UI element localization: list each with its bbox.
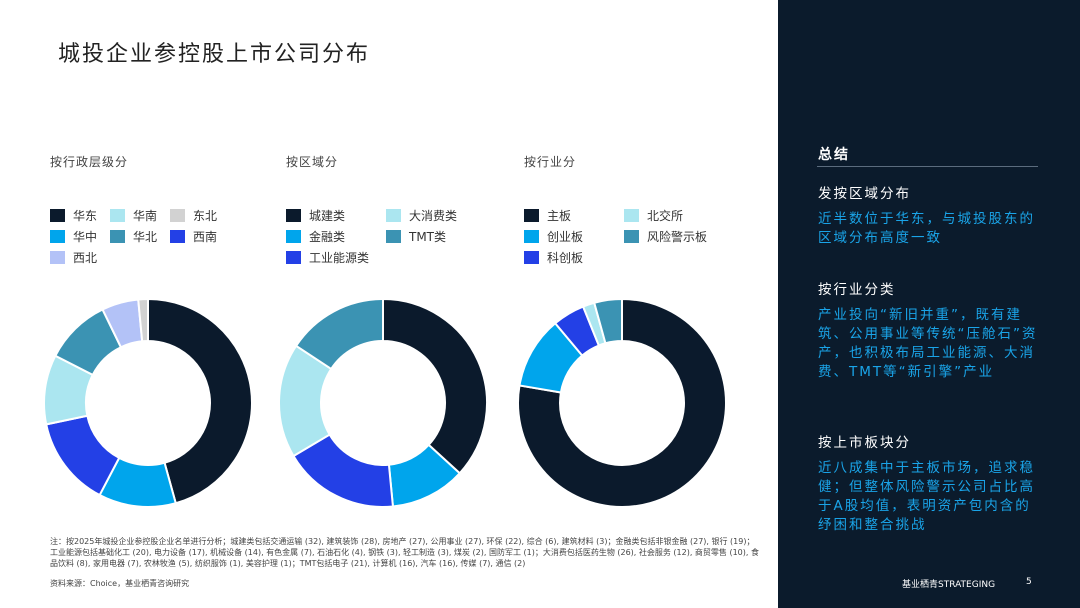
legend-swatch [524, 230, 539, 243]
section-title: 按行业分类 [818, 282, 896, 298]
legend-label: 华东 [73, 209, 98, 223]
legend-label: 华中 [73, 230, 98, 244]
legend-item: 城建类 [286, 207, 345, 224]
legend-label: 西北 [73, 251, 98, 265]
legend-label: 风险警示板 [647, 230, 708, 244]
legend-swatch [170, 230, 185, 243]
legend-item: 华南 [110, 207, 157, 224]
legend-swatch [386, 209, 401, 222]
legend-item: 大消费类 [386, 207, 457, 224]
summary-section-board: 按上市板块分 近八成集中于主板市场，追求稳健；但整体风险警示公司占比高于A股均值… [818, 431, 1043, 535]
legend-label: 主板 [547, 209, 572, 223]
legend-label: 大消费类 [409, 209, 458, 223]
summary-heading: 总结 [818, 147, 850, 163]
legend-item: 科创板 [524, 249, 583, 266]
donut-slice-主板 [517, 297, 727, 508]
source-note: 资料来源：Choice，基业栖青咨询研究 [50, 579, 190, 588]
legend-label: 东北 [193, 209, 218, 223]
section-body: 近半数位于华东，与城投股东的区域分布高度一致 [818, 211, 1035, 246]
legend-swatch [386, 230, 401, 243]
legend-item: 北交所 [624, 207, 683, 224]
summary-section-region: 发按区域分布 近半数位于华东，与城投股东的区域分布高度一致 [818, 182, 1043, 248]
legend-item: 工业能源类 [286, 249, 369, 266]
legend-label: TMT类 [409, 230, 447, 244]
legend-label: 创业板 [547, 230, 584, 244]
legend-item: 西北 [50, 249, 97, 266]
legend-swatch [286, 209, 301, 222]
legend-swatch [524, 251, 539, 264]
page-number: 5 [1026, 577, 1032, 587]
page-title: 城投企业参控股上市公司分布 [58, 42, 371, 67]
legend-swatch [524, 209, 539, 222]
legend-swatch [170, 209, 185, 222]
donut-slice-城建类 [382, 297, 488, 475]
donut-chart-3 [517, 297, 727, 508]
divider [817, 166, 1038, 167]
legend-label: 城建类 [309, 209, 346, 223]
legend-label: 华北 [133, 230, 158, 244]
chart-title-3: 按行业分 [524, 155, 577, 169]
chart-title-2: 按区域分 [286, 155, 339, 169]
legend-swatch [624, 230, 639, 243]
legend-swatch [286, 230, 301, 243]
donut-slice-风险警示板 [593, 297, 623, 345]
legend-item: 华中 [50, 228, 97, 245]
donut-slice-东北 [137, 297, 149, 343]
section-title: 按上市板块分 [818, 435, 911, 451]
legend-item: 风险警示板 [624, 228, 707, 245]
legend-label: 北交所 [647, 209, 684, 223]
footer-brand: 基业栖青STRATEGING [902, 580, 996, 590]
legend-swatch [50, 209, 65, 222]
legend-item: 东北 [170, 207, 217, 224]
donut-slice-TMT类 [294, 297, 384, 371]
legend-item: 金融类 [286, 228, 345, 245]
legend-label: 华南 [133, 209, 158, 223]
legend-swatch [50, 230, 65, 243]
donut-chart-1 [43, 297, 253, 508]
donut-slice-华东 [147, 297, 253, 505]
legend-item: TMT类 [386, 228, 446, 245]
legend-item: 主板 [524, 207, 571, 224]
legend-swatch [624, 209, 639, 222]
donut-chart-2 [278, 297, 488, 508]
content-area: 城投企业参控股上市公司分布 按行政层级分 按区域分 按行业分 华东 华南 东北华中 华… [43, 42, 759, 588]
legend-item: 华北 [110, 228, 157, 245]
section-body: 产业投向“新旧并重”，既有建筑、公用事业等传统“压舱石”资产，也积极布局工业能源… [818, 307, 1038, 380]
legend-item: 华东 [50, 207, 97, 224]
summary-panel [778, 0, 1080, 608]
legend-label: 科创板 [547, 251, 584, 265]
legend-swatch [286, 251, 301, 264]
legend-swatch [110, 209, 125, 222]
section-title: 发按区域分布 [818, 186, 911, 202]
legend-item: 西南 [170, 228, 217, 245]
summary-section-industry: 按行业分类 产业投向“新旧并重”，既有建筑、公用事业等传统“压舱石”资产，也积极… [818, 278, 1043, 382]
legend-item: 创业板 [524, 228, 583, 245]
legend-label: 金融类 [309, 230, 346, 244]
footnote: 注：按2025年城投企业参控股企业名单进行分析；城建类包括交通运输 (32), … [50, 537, 759, 568]
chart-title-1: 按行政层级分 [50, 155, 129, 169]
legend-swatch [50, 251, 65, 264]
section-body: 近八成集中于主板市场，追求稳健；但整体风险警示公司占比高于A股均值，表明资产包内… [818, 460, 1035, 533]
legend-swatch [110, 230, 125, 243]
legend-label: 西南 [193, 230, 218, 244]
legend-label: 工业能源类 [309, 251, 370, 265]
